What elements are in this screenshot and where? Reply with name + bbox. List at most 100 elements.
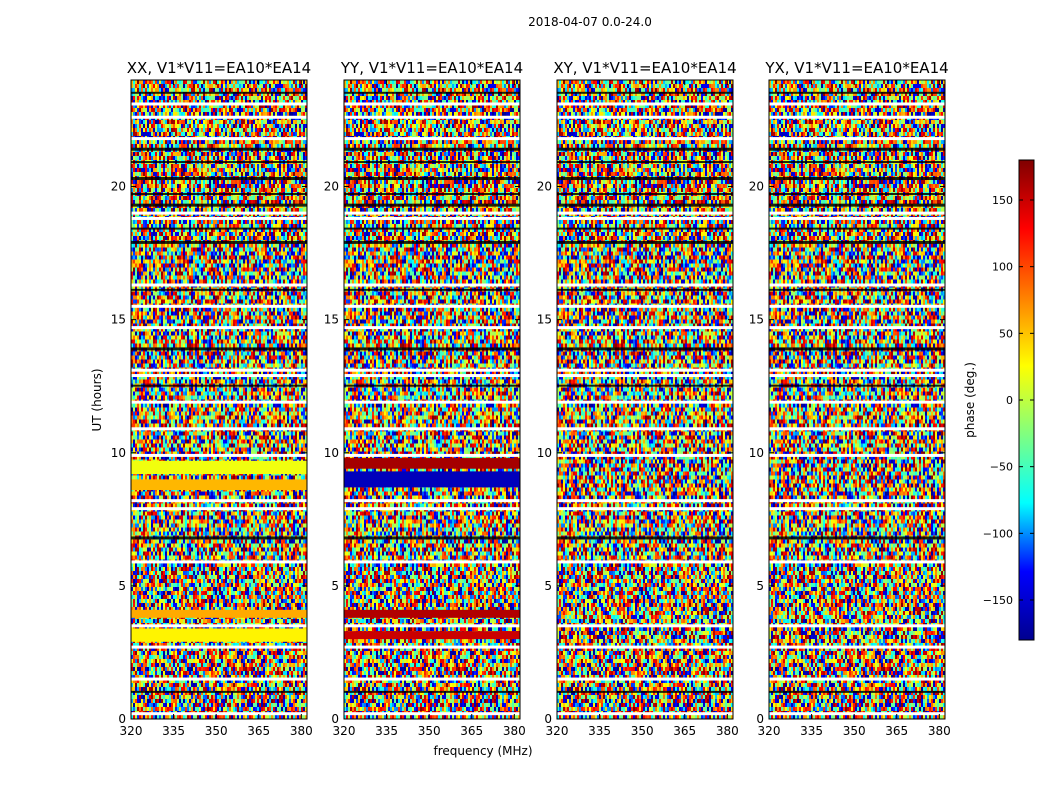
y-tick-label: 10 <box>749 446 764 460</box>
panel-yx: YX, V1*V11=EA10*EA14 320 335 350 365 380 0 5 10 1… <box>749 59 951 738</box>
dark-row <box>557 177 733 181</box>
flagged-row <box>344 507 520 511</box>
flagged-row <box>131 368 307 372</box>
dark-row <box>344 227 520 230</box>
flagged-row <box>131 216 307 220</box>
flagged-row <box>557 304 733 308</box>
flagged-row <box>769 712 945 716</box>
dark-row <box>344 192 520 195</box>
flagged-row <box>344 326 520 330</box>
panel-frame <box>556 79 734 720</box>
y-tick-label: 15 <box>111 313 126 327</box>
x-tick-label: 380 <box>928 724 951 738</box>
flagged-row <box>131 115 307 119</box>
flagged-row <box>769 560 945 564</box>
colorbar-tick-label: −100 <box>983 527 1013 540</box>
flagged-row <box>557 427 733 431</box>
dark-row <box>131 203 307 207</box>
dark-row <box>769 347 945 351</box>
flagged-row <box>344 374 520 378</box>
flagged-row <box>557 326 733 330</box>
dark-row <box>557 91 733 94</box>
colorbar-ticks: 150 100 50 0 −50 −100 −150 <box>983 194 1034 607</box>
panel-title: XX, V1*V11=EA10*EA14 <box>127 59 311 77</box>
y-tick-label: 5 <box>756 579 764 593</box>
dark-row <box>769 288 945 291</box>
flagged-row <box>557 137 733 141</box>
panel-xx: XX, V1*V11=EA10*EA14 320 335 350 365 380 0 5 10 1… <box>111 59 313 738</box>
y-tick-label: 0 <box>544 712 552 726</box>
x-tick-label: 320 <box>546 724 569 738</box>
flagged-row <box>344 453 520 457</box>
phase-noise-image <box>769 80 945 719</box>
dark-row <box>557 161 733 164</box>
phase-noise-image <box>131 80 307 719</box>
dark-row <box>131 536 307 540</box>
y-tick-label: 10 <box>111 446 126 460</box>
dark-row <box>557 347 733 351</box>
x-tick-label: 380 <box>290 724 313 738</box>
flagged-row <box>769 115 945 119</box>
flagged-row <box>769 427 945 431</box>
dark-row <box>557 203 733 207</box>
coherent-band <box>344 631 520 640</box>
panel-frame <box>343 79 521 720</box>
panel-yy: YY, V1*V11=EA10*EA14 320 335 350 365 380 0 5 10 1… <box>324 59 526 738</box>
x-tick-label: 350 <box>843 724 866 738</box>
flagged-row <box>769 645 945 649</box>
dark-row <box>131 192 307 195</box>
flagged-row <box>131 137 307 141</box>
dark-row <box>131 147 307 151</box>
y-tick-label: 10 <box>537 446 552 460</box>
dark-row <box>344 690 520 693</box>
flagged-row <box>344 645 520 649</box>
flagged-row <box>769 453 945 457</box>
flagged-row <box>344 283 520 287</box>
panel-title: XY, V1*V11=EA10*EA14 <box>553 59 736 77</box>
coherent-band <box>131 609 307 618</box>
flagged-row <box>131 102 307 106</box>
dark-row <box>131 227 307 230</box>
flagged-row <box>344 427 520 431</box>
flagged-row <box>769 102 945 106</box>
dark-row <box>557 690 733 693</box>
dark-row <box>557 288 733 291</box>
colorbar-tick-label: 50 <box>999 327 1013 340</box>
colorbar-tick-label: −50 <box>990 461 1013 474</box>
x-tick-label: 335 <box>588 724 611 738</box>
flagged-row <box>131 507 307 511</box>
coherent-band <box>131 628 307 642</box>
dark-row <box>131 690 307 693</box>
coherent-band <box>344 458 520 469</box>
dark-row <box>131 91 307 94</box>
dark-row <box>131 161 307 164</box>
dark-row <box>769 203 945 207</box>
flagged-row <box>557 453 733 457</box>
dark-row <box>769 147 945 151</box>
dark-row <box>769 240 945 244</box>
x-tick-label: 320 <box>120 724 143 738</box>
y-tick-label: 5 <box>544 579 552 593</box>
flagged-row <box>557 677 733 681</box>
dark-row <box>344 288 520 291</box>
y-tick-label: 15 <box>749 313 764 327</box>
flagged-row <box>131 283 307 287</box>
dark-row <box>769 227 945 230</box>
flagged-row <box>344 400 520 404</box>
panel-xy: XY, V1*V11=EA10*EA14 320 335 350 365 380 0 5 10 1… <box>537 59 739 738</box>
panel-frame <box>768 79 946 720</box>
colorbar-tick-label: 100 <box>992 261 1013 274</box>
phase-noise-image <box>344 80 520 719</box>
flagged-row <box>131 374 307 378</box>
panel-frame <box>130 79 308 720</box>
flagged-row <box>769 216 945 220</box>
flagged-row <box>557 283 733 287</box>
flagged-row <box>769 304 945 308</box>
y-tick-label: 15 <box>537 313 552 327</box>
x-tick-label: 365 <box>460 724 483 738</box>
flagged-row <box>557 374 733 378</box>
flagged-row <box>131 304 307 308</box>
flagged-row <box>131 624 307 628</box>
y-tick-label: 0 <box>756 712 764 726</box>
dark-row <box>769 161 945 164</box>
